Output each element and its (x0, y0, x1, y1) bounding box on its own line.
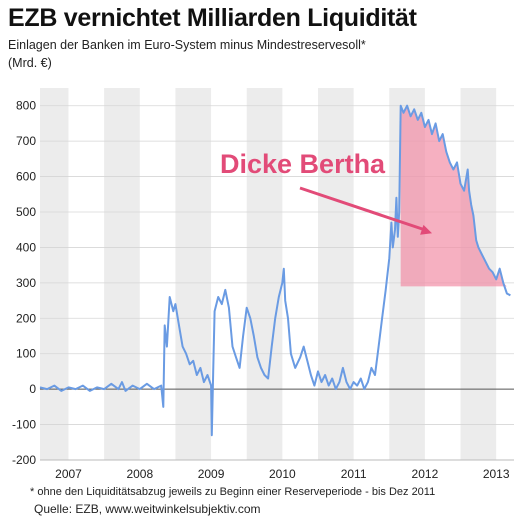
highlight-area-group (400, 105, 511, 287)
x-tick-label: 2011 (341, 467, 367, 481)
y-tick-label: 300 (16, 276, 36, 290)
year-band (317, 88, 354, 460)
x-tick-label: 2007 (55, 467, 82, 481)
annotation-label: Dicke Bertha (220, 149, 386, 179)
y-tick-label: 800 (16, 99, 36, 113)
y-tick-label: 700 (16, 134, 36, 148)
year-band (246, 88, 283, 460)
series-group (39, 104, 511, 437)
y-tick-label: -100 (12, 418, 36, 432)
y-tick-label: 100 (16, 347, 36, 361)
annotation-arrow-head (420, 224, 433, 235)
year-band (40, 88, 69, 460)
highlight-area (400, 105, 511, 287)
year-band (104, 88, 140, 460)
y-tick-label: 0 (29, 382, 36, 396)
annotation-arrow-line (299, 186, 427, 232)
x-tick-label: 2013 (483, 467, 510, 481)
source-line: Quelle: EZB, www.weitwinkelsubjektiv.com (34, 502, 261, 516)
year-band (175, 88, 212, 460)
y-tick-label: 200 (16, 311, 36, 325)
chart-subtitle: Einlagen der Banken im Euro-System minus… (8, 38, 366, 52)
x-tick-label: 2010 (269, 467, 296, 481)
y-tick-label: 500 (16, 205, 36, 219)
chart-title: EZB vernichtet Milliarden Liquidität (8, 4, 417, 32)
y-tick-label: 600 (16, 170, 36, 184)
x-tick-label: 2009 (198, 467, 225, 481)
y-tick-labels: 800 700 600 500 400 300 200 100 0 -100 -200 (12, 99, 36, 467)
annotation-group: Dicke Bertha (220, 149, 433, 235)
y-axis-unit-label: (Mrd. €) (8, 56, 52, 70)
x-tick-label: 2008 (126, 467, 153, 481)
series-line (39, 104, 511, 437)
x-tick-labels: 2007 2008 2009 2010 2011 2012 2013 (55, 467, 510, 481)
y-tick-label: -200 (12, 453, 36, 467)
footnote: * ohne den Liquiditätsabzug jeweils zu B… (30, 486, 436, 498)
x-tick-label: 2012 (412, 467, 439, 481)
y-tick-label: 400 (16, 240, 36, 254)
